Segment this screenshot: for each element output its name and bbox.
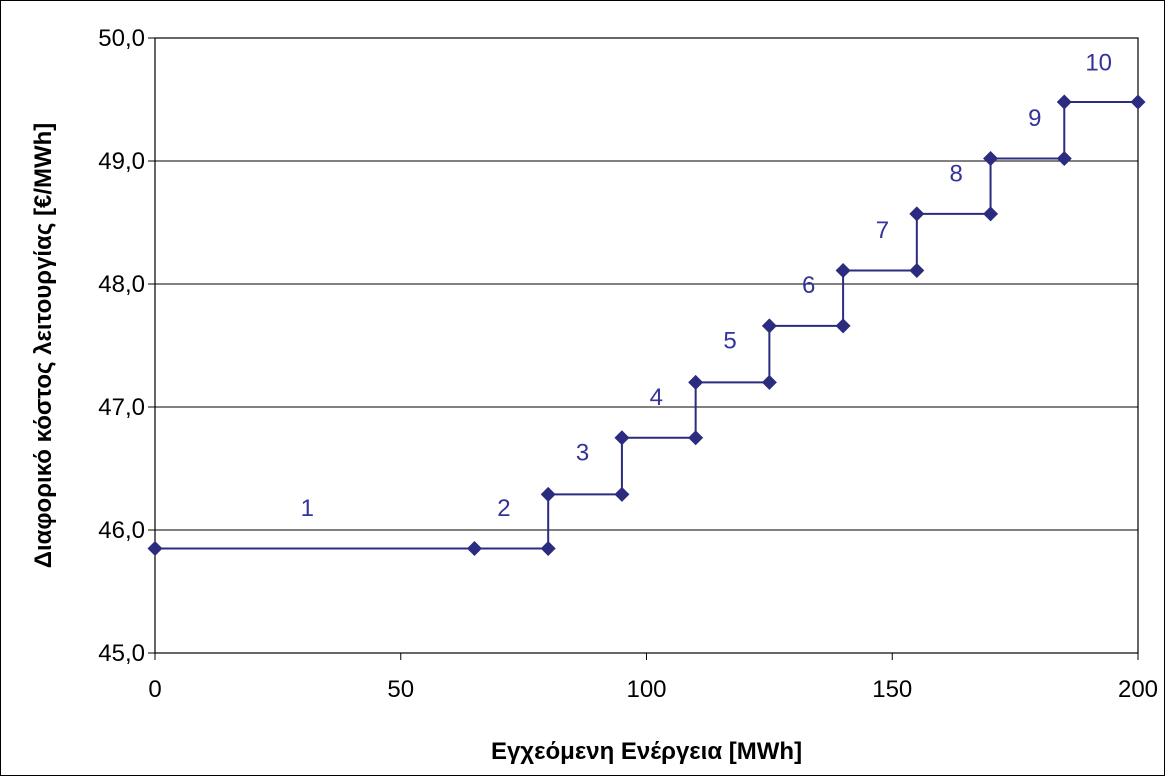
data-point-marker xyxy=(761,318,777,334)
data-point-marker xyxy=(466,540,482,556)
data-point-marker xyxy=(761,374,777,390)
x-tick-label: 0 xyxy=(148,676,161,703)
data-point-marker xyxy=(688,430,704,446)
step-label: 2 xyxy=(497,495,510,522)
step-label: 5 xyxy=(723,328,736,355)
data-point-marker xyxy=(614,486,630,502)
data-point-marker xyxy=(1056,151,1072,167)
y-tick-label: 47,0 xyxy=(98,394,145,421)
y-axis: 45,0 46,0 47,0 48,0 49,0 50,0 xyxy=(98,25,155,667)
step-label: 6 xyxy=(802,272,815,299)
data-point-marker xyxy=(909,262,925,278)
data-point-marker xyxy=(835,318,851,334)
y-axis-title: Διαφορικό κόστος λειτουργίας [€/MWh] xyxy=(30,123,57,569)
x-tick-label: 150 xyxy=(872,676,912,703)
data-point-marker xyxy=(540,540,556,556)
data-point-marker xyxy=(688,374,704,390)
series-layer xyxy=(147,94,1146,556)
x-axis-title: Εγχεόμενη Ενέργεια [MWh] xyxy=(491,738,802,765)
x-axis: 0 50 100 150 200 xyxy=(148,653,1158,703)
step-label: 1 xyxy=(301,495,314,522)
step-label: 7 xyxy=(876,217,889,244)
plot-area xyxy=(154,37,1139,654)
data-point-marker xyxy=(1056,94,1072,110)
y-tick-label: 46,0 xyxy=(98,517,145,544)
data-point-marker xyxy=(147,540,163,556)
x-tick-label: 100 xyxy=(626,676,666,703)
series-line xyxy=(155,100,1138,550)
data-point-marker xyxy=(540,486,556,502)
step-label: 8 xyxy=(949,160,962,187)
data-point-marker xyxy=(909,206,925,222)
step-label: 4 xyxy=(650,384,663,411)
step-label: 9 xyxy=(1028,105,1041,132)
step-label: 3 xyxy=(576,440,589,467)
step-labels: 1 2 3 4 5 6 7 8 9 10 xyxy=(301,50,1112,522)
x-tick-label: 50 xyxy=(387,676,414,703)
y-tick-label: 50,0 xyxy=(98,25,145,52)
step-label: 10 xyxy=(1085,50,1112,77)
data-point-marker xyxy=(835,262,851,278)
y-tick-label: 48,0 xyxy=(98,271,145,298)
x-tick-label: 200 xyxy=(1118,676,1158,703)
data-point-marker xyxy=(983,151,999,167)
data-point-marker xyxy=(983,206,999,222)
data-point-marker xyxy=(614,430,630,446)
data-point-marker xyxy=(1130,94,1146,110)
grid-lines xyxy=(155,37,1138,654)
y-tick-label: 45,0 xyxy=(98,640,145,667)
y-tick-label: 49,0 xyxy=(98,148,145,175)
